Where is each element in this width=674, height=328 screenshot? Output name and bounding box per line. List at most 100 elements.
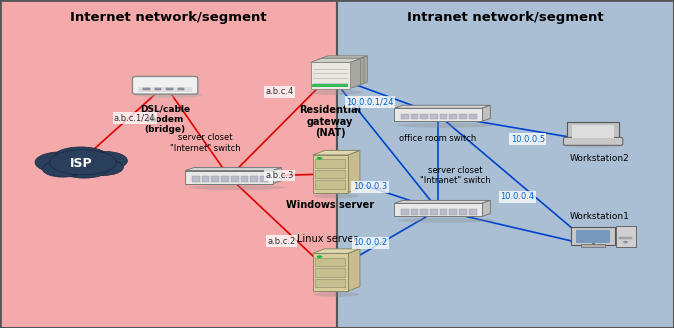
Polygon shape: [317, 60, 357, 86]
Bar: [202, 176, 210, 182]
Ellipse shape: [83, 159, 123, 175]
Polygon shape: [348, 249, 360, 291]
Ellipse shape: [134, 92, 203, 98]
Ellipse shape: [308, 90, 363, 95]
Polygon shape: [311, 58, 361, 62]
Polygon shape: [314, 61, 353, 87]
Bar: [459, 209, 467, 215]
Polygon shape: [273, 168, 282, 184]
Text: Internet network/segment: Internet network/segment: [70, 11, 267, 25]
Polygon shape: [313, 155, 348, 193]
Bar: [469, 114, 477, 119]
FancyBboxPatch shape: [567, 122, 619, 140]
Bar: [315, 279, 345, 287]
Ellipse shape: [189, 185, 285, 190]
FancyBboxPatch shape: [563, 137, 623, 145]
Bar: [138, 87, 193, 92]
Bar: [250, 176, 258, 182]
Polygon shape: [348, 150, 360, 193]
Polygon shape: [394, 200, 491, 203]
Circle shape: [623, 241, 627, 243]
Polygon shape: [482, 200, 491, 216]
Text: server closet
"Internet" switch: server closet "Internet" switch: [171, 133, 241, 153]
Bar: [576, 230, 610, 243]
Ellipse shape: [84, 152, 127, 170]
Bar: [212, 176, 219, 182]
Ellipse shape: [398, 218, 494, 223]
Polygon shape: [313, 150, 360, 155]
Bar: [450, 114, 457, 119]
Bar: [410, 114, 419, 119]
Polygon shape: [311, 62, 350, 89]
Polygon shape: [482, 105, 491, 121]
Polygon shape: [314, 57, 364, 61]
Text: a.b.c.4: a.b.c.4: [266, 87, 294, 96]
Text: DSL/cable
modem
(bridge): DSL/cable modem (bridge): [140, 104, 190, 134]
Bar: [450, 209, 457, 215]
Polygon shape: [394, 105, 491, 108]
Bar: [421, 209, 428, 215]
Bar: [337, 0, 674, 328]
Ellipse shape: [49, 150, 117, 175]
Text: server closet
"Intranet" switch: server closet "Intranet" switch: [420, 166, 490, 185]
Ellipse shape: [564, 144, 622, 148]
Polygon shape: [394, 203, 482, 216]
Polygon shape: [185, 168, 282, 171]
Polygon shape: [353, 57, 364, 87]
Text: Linux server: Linux server: [297, 235, 357, 244]
Bar: [619, 237, 632, 239]
Ellipse shape: [42, 161, 83, 177]
Bar: [166, 88, 173, 90]
Bar: [143, 88, 150, 90]
FancyBboxPatch shape: [571, 227, 615, 245]
Bar: [315, 258, 345, 266]
Polygon shape: [313, 253, 348, 291]
Bar: [312, 84, 348, 87]
Polygon shape: [313, 249, 360, 253]
Text: a.b.c.3: a.b.c.3: [266, 171, 294, 180]
Text: a.b.c.1/24: a.b.c.1/24: [114, 113, 156, 123]
Bar: [469, 209, 477, 215]
Bar: [401, 209, 408, 215]
Bar: [260, 176, 268, 182]
Polygon shape: [185, 171, 273, 184]
Bar: [315, 170, 345, 178]
Polygon shape: [350, 58, 361, 89]
Circle shape: [317, 255, 322, 258]
Bar: [459, 114, 467, 119]
Ellipse shape: [398, 123, 494, 128]
Text: office room switch: office room switch: [400, 134, 477, 143]
Bar: [315, 268, 345, 277]
Polygon shape: [317, 56, 367, 60]
Bar: [410, 209, 419, 215]
Bar: [192, 176, 200, 182]
Text: Workstation2: Workstation2: [570, 154, 630, 163]
Bar: [221, 176, 229, 182]
Text: 10.0.0.3: 10.0.0.3: [353, 182, 387, 192]
Ellipse shape: [35, 152, 86, 173]
Bar: [401, 114, 408, 119]
Bar: [439, 114, 448, 119]
Bar: [439, 209, 448, 215]
Bar: [315, 159, 345, 168]
Ellipse shape: [313, 292, 359, 297]
Bar: [155, 88, 162, 90]
Text: Windows server: Windows server: [286, 200, 374, 210]
Text: 10.0.0.1/24: 10.0.0.1/24: [346, 97, 394, 106]
Text: 10.0.0.5: 10.0.0.5: [511, 135, 545, 144]
Bar: [178, 88, 185, 90]
Text: Intranet network/segment: Intranet network/segment: [407, 11, 604, 25]
Ellipse shape: [54, 147, 108, 167]
Bar: [0, 0, 337, 328]
Text: Residential
gateway
(NAT): Residential gateway (NAT): [299, 105, 361, 138]
Bar: [421, 114, 428, 119]
Text: 10.0.0.4: 10.0.0.4: [501, 192, 534, 201]
FancyBboxPatch shape: [132, 76, 198, 94]
Circle shape: [317, 157, 322, 160]
Ellipse shape: [61, 162, 108, 178]
Text: 10.0.0.2: 10.0.0.2: [353, 238, 387, 247]
Text: a.b.c.2: a.b.c.2: [268, 236, 296, 246]
Polygon shape: [357, 56, 367, 86]
Ellipse shape: [313, 194, 359, 198]
Bar: [581, 244, 605, 247]
